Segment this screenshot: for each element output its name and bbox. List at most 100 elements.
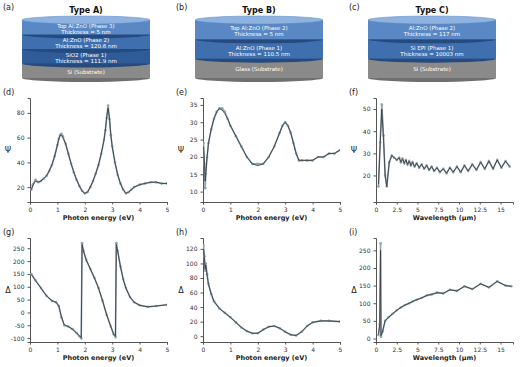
tick-mark	[201, 192, 204, 193]
tick: 50	[363, 317, 376, 324]
data-point	[203, 244, 205, 247]
figure: (a)Type A)Top Al:ZnO (Phase 3)Thickness …	[0, 0, 520, 367]
tick-label: 20	[17, 184, 25, 191]
tick: 5	[166, 342, 170, 353]
series-line	[378, 105, 509, 187]
tick-mark	[28, 325, 31, 326]
tick: 0	[21, 309, 30, 316]
diagram-title: Type A)	[69, 6, 103, 15]
tick-label: 35	[190, 101, 198, 108]
tick-label: 5	[166, 346, 170, 353]
tick-mark	[374, 268, 377, 269]
tick: 250	[13, 245, 30, 252]
tick: 15	[190, 171, 203, 178]
tick-label: 3	[284, 346, 288, 353]
panel-label: (b)	[176, 3, 187, 12]
tick-mark	[397, 202, 398, 205]
tick: 3	[284, 202, 288, 213]
tick-mark	[140, 202, 141, 205]
layer-top	[368, 16, 496, 24]
layer-thickness: Thickness = 120.6 nm	[54, 43, 117, 49]
y-axis-title: Ψ	[5, 146, 11, 155]
tick-mark	[57, 342, 58, 345]
tick: 20	[363, 172, 376, 179]
tick: 1	[56, 342, 60, 353]
tick: 15	[497, 342, 505, 353]
tick-mark	[85, 202, 86, 205]
panel-label: (a)	[3, 3, 14, 12]
tick-mark	[501, 202, 502, 205]
axis-line	[31, 203, 168, 205]
tick-label: 3	[284, 206, 288, 213]
diagram-title: Type B)	[242, 6, 275, 15]
tick: 0	[375, 202, 379, 213]
tick-mark	[285, 202, 286, 205]
x-axis-title: Photon energy (eV)	[63, 214, 135, 222]
chart: 01234520406080(d)ΨPhoton energy (eV)	[3, 88, 170, 222]
plot-area	[377, 103, 511, 187]
plot-area	[203, 107, 340, 189]
tick-label: 150	[359, 282, 371, 289]
x-axis-title: Photon energy (eV)	[63, 354, 135, 362]
tick: 1	[229, 342, 233, 353]
y-axis-title: Ψ	[178, 146, 184, 155]
tick: 120	[186, 245, 203, 252]
y-axis-title: Ψ	[351, 146, 357, 155]
tick-mark	[201, 157, 204, 158]
tick-label: 80	[17, 109, 25, 116]
axis-line	[28, 239, 31, 343]
tick: 0	[29, 202, 33, 213]
x-axis-title: Wavelength (μm)	[413, 354, 476, 362]
tick: 30	[190, 119, 203, 126]
tick-label: 1	[229, 346, 233, 353]
x-axis: 012345	[29, 202, 170, 213]
tick-label: 0	[29, 346, 33, 353]
substrate-label: Si (Substrate)	[413, 66, 451, 72]
x-axis: 012345	[202, 202, 343, 213]
tick-mark	[28, 287, 31, 288]
tick-mark	[230, 342, 231, 345]
tick-label: 12.5	[474, 346, 488, 353]
tick-mark	[374, 338, 377, 339]
tick: -50	[15, 322, 30, 329]
tick-label: 50	[17, 296, 25, 303]
tick-mark	[438, 202, 439, 205]
data-point	[377, 185, 380, 188]
tick-mark	[28, 187, 31, 188]
x-axis: 02.557.51012.515	[375, 342, 514, 353]
tick: 40	[363, 128, 376, 135]
tick-label: 250	[13, 245, 25, 252]
tick-label: 100	[359, 300, 371, 307]
chart: 02.557.51012.515050100150200250(i)ΔWavel…	[349, 228, 514, 362]
layer-thickness: Thickness = 111.9 nm	[54, 58, 117, 64]
tick-mark	[167, 342, 168, 345]
tick-label: 15	[497, 206, 505, 213]
tick-mark	[201, 140, 204, 141]
tick: 0	[367, 335, 376, 342]
panel-label: (f)	[349, 88, 358, 97]
tick: 12.5	[474, 342, 488, 353]
axis-line	[377, 343, 514, 345]
data-point	[107, 104, 110, 107]
tick-label: 5	[166, 206, 170, 213]
tick: 200	[13, 258, 30, 265]
tick-mark	[28, 248, 31, 249]
substrate-label: Si (Substrate)	[67, 69, 105, 75]
tick: 4	[311, 202, 315, 213]
tick-label: 0	[21, 309, 25, 316]
tick-label: 1	[56, 346, 60, 353]
series-line	[378, 250, 511, 335]
tick: 50	[17, 296, 30, 303]
tick: 150	[13, 270, 30, 277]
y-axis: 20406080	[17, 99, 31, 203]
diagram-title: Type C)	[415, 6, 448, 15]
tick-label: 40	[17, 159, 25, 166]
x-axis-title: Photon energy (eV)	[236, 354, 308, 362]
tick: -100	[11, 335, 30, 342]
layer-thickness: Thickness = 10003 nm	[399, 51, 463, 57]
tick-mark	[374, 303, 377, 304]
tick: 10	[456, 202, 464, 213]
tick: 5	[416, 342, 420, 353]
tick: 1	[229, 202, 233, 213]
tick-label: 2.5	[392, 346, 402, 353]
